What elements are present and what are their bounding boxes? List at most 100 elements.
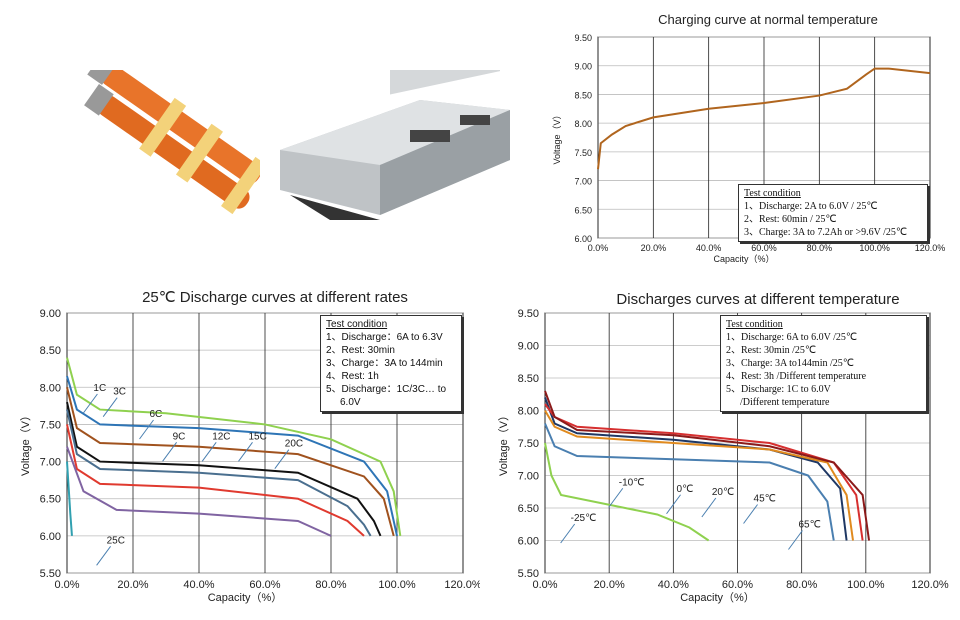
series-label: -10℃ [619, 477, 645, 488]
x-tick-label: 100.0% [847, 579, 885, 591]
series-line-0℃ [544, 397, 848, 541]
series-label: 65℃ [798, 520, 820, 531]
test-condition-box: Test condition 1、Discharge：6A to 6.3V 2、… [320, 315, 462, 412]
label-leader [238, 441, 253, 462]
battery-stick-icon [84, 53, 267, 215]
series-line--10℃ [544, 423, 835, 541]
y-tick-label: 8.50 [518, 373, 539, 385]
x-tick-label: 100.0% [378, 579, 416, 591]
chart-title: 25℃ Discharge curves at different rates [142, 289, 408, 306]
series-label: 20C [285, 439, 303, 450]
series-label: 25C [107, 535, 125, 546]
condition-line: 2、Rest: 60min / 25℃ [744, 214, 837, 225]
battery-pack-icon [280, 26, 510, 220]
x-tick-label: 80.0% [315, 579, 346, 591]
label-leader [743, 504, 758, 524]
chart-title: Charging curve at normal temperature [658, 12, 878, 27]
series-line-20C [66, 446, 332, 537]
series-line-12C [66, 409, 372, 537]
y-tick-label: 5.50 [518, 568, 539, 580]
condition-heading: Test condition [326, 319, 388, 330]
label-leader [701, 497, 717, 518]
series-line-20℃ [544, 409, 854, 541]
x-tick-label: 0.0% [588, 243, 609, 253]
y-tick-label: 8.00 [518, 406, 539, 418]
series-line-25C [66, 461, 73, 536]
condition-line: 6.0V [340, 397, 361, 408]
series-label: 20℃ [712, 487, 734, 498]
condition-line: 2、Rest: 30min [326, 345, 395, 356]
y-axis-label: Voltage（V） [19, 410, 32, 476]
y-tick-label: 8.50 [574, 90, 592, 100]
series-line-Charge [597, 67, 931, 170]
test-condition-box: Test condition 1、Discharge: 6A to 6.0V /… [720, 315, 927, 412]
condition-line: 5、Discharge: 1C to 6.0V [726, 384, 831, 395]
x-tick-label: 60.0% [751, 243, 777, 253]
series-label: 1C [93, 383, 106, 394]
condition-line: 4、Rest: 3h /Different temperature [726, 371, 867, 382]
series-label: 6C [150, 409, 163, 420]
y-tick-label: 6.50 [40, 494, 61, 506]
series-label: 3C [113, 387, 126, 398]
x-tick-label: 0.0% [54, 579, 79, 591]
x-tick-label: 120.0% [911, 579, 949, 591]
x-tick-label: 80.0% [786, 579, 817, 591]
x-tick-label: 20.0% [117, 579, 148, 591]
condition-line: 2、Rest: 30min /25℃ [726, 345, 817, 356]
y-tick-label: 7.00 [574, 177, 592, 187]
condition-line: 1、Discharge: 2A to 6.0V / 25℃ [744, 201, 878, 212]
condition-heading: Test condition [726, 319, 783, 330]
label-leader [201, 441, 217, 462]
y-tick-label: 6.50 [574, 205, 592, 215]
y-tick-label: 8.00 [40, 382, 61, 394]
condition-line: 3、Charge: 3A to 7.2Ah or >9.6V /25℃ [744, 227, 908, 238]
condition-line: 5、Discharge：1C/3C… to [326, 384, 447, 395]
y-tick-label: 7.50 [518, 438, 539, 450]
x-tick-label: 40.0% [183, 579, 214, 591]
y-tick-label: 5.50 [40, 568, 61, 580]
x-axis-label: Capacity（%） [713, 254, 774, 264]
x-tick-label: 120.0% [444, 579, 480, 591]
label-leader [139, 419, 154, 440]
y-tick-label: 9.50 [574, 33, 592, 43]
series-line-3C [66, 375, 398, 537]
x-axis-label: Capacity（%） [208, 591, 283, 604]
series-line-1C [66, 357, 402, 537]
series-label: 12C [212, 431, 230, 442]
test-condition-box: Test condition 1、Discharge: 2A to 6.0V /… [738, 184, 928, 242]
y-tick-label: 7.00 [40, 457, 61, 469]
y-axis-label: Voltage（V） [552, 110, 562, 164]
chart-title: Discharges curves at different temperatu… [616, 291, 900, 308]
condition-heading: Test condition [744, 188, 801, 199]
battery-pack-photo [270, 26, 520, 220]
x-tick-label: 100.0% [859, 243, 890, 253]
y-tick-label: 9.00 [518, 341, 539, 353]
y-tick-label: 6.00 [40, 531, 61, 543]
condition-line: /Different temperature [740, 397, 830, 408]
x-tick-label: 0.0% [532, 579, 557, 591]
y-tick-label: 6.50 [518, 503, 539, 515]
series-label: -25℃ [571, 513, 597, 524]
series-line--25℃ [544, 442, 710, 542]
series-label: 45℃ [754, 494, 776, 505]
x-tick-label: 40.0% [696, 243, 722, 253]
y-tick-label: 6.00 [518, 536, 539, 548]
y-tick-label: 9.50 [518, 308, 539, 320]
series-line-9C [66, 401, 382, 537]
condition-line: 4、Rest: 1h [326, 371, 379, 382]
series-label: 9C [173, 431, 186, 442]
y-tick-label: 9.00 [40, 308, 61, 320]
x-tick-label: 40.0% [658, 579, 689, 591]
x-tick-label: 80.0% [807, 243, 833, 253]
y-tick-label: 7.50 [574, 148, 592, 158]
y-tick-label: 8.50 [40, 345, 61, 357]
x-tick-label: 60.0% [249, 579, 280, 591]
x-tick-label: 120.0% [915, 243, 946, 253]
condition-line: 3、Charge：3A to 144min [326, 358, 443, 369]
series-line-65℃ [544, 390, 871, 541]
y-tick-label: 8.00 [574, 119, 592, 129]
label-leader [560, 523, 576, 544]
x-tick-label: 20.0% [594, 579, 625, 591]
condition-line: 3、Charge: 3A to144min /25℃ [726, 358, 854, 369]
condition-line: 1、Discharge：6A to 6.3V [326, 332, 443, 343]
